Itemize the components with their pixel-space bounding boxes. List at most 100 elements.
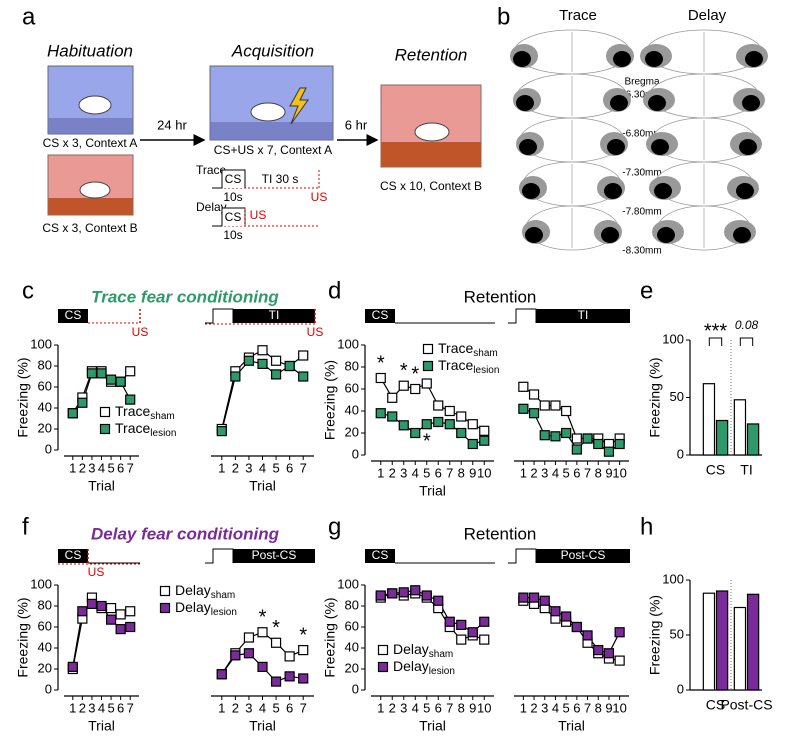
grid-floor: [210, 122, 333, 140]
legend-label: Delaylesion: [175, 599, 237, 618]
x-tick-label: 9: [605, 700, 612, 715]
x-tick-label: 3: [245, 460, 252, 475]
y-axis-label: Freezing (%): [647, 357, 663, 437]
cs-pulse: [212, 169, 246, 189]
bregma-level: -7.80mm: [622, 207, 661, 218]
data-point: [571, 433, 582, 444]
y-tick-label: 100: [30, 336, 52, 351]
cs-pulse: [508, 548, 537, 564]
significance-bracket: [739, 337, 754, 346]
x-tick-label: 10: [477, 465, 491, 480]
lesion-black: [736, 183, 754, 199]
x-tick-label: 7: [127, 460, 134, 475]
data-point: [77, 606, 88, 617]
data-point: [433, 400, 444, 411]
data-point: [582, 433, 593, 444]
x-tick-label: 5: [423, 700, 430, 715]
x-tick-label: 1: [520, 465, 527, 480]
x-tick-label: 1: [520, 700, 527, 715]
x-tick-label: 2: [389, 700, 396, 715]
grid-floor: [48, 118, 133, 134]
x-tick-label: 1: [218, 460, 225, 475]
data-point: [284, 651, 295, 662]
y-tick-label: 20: [38, 660, 52, 675]
data-point: [216, 669, 227, 680]
legend-swatch: [422, 343, 434, 355]
x-tick-label: 3: [541, 700, 548, 715]
data-point: [467, 627, 478, 638]
series-line: [380, 592, 485, 641]
cs-pulse: [205, 308, 234, 324]
y-tick-label: 100: [662, 571, 684, 586]
x-tick-label: 1: [377, 700, 384, 715]
cs-pulse: [205, 548, 234, 564]
legend-swatch: [99, 423, 111, 435]
legend-name: Delay: [175, 582, 211, 598]
legend-label: Tracelesion: [438, 357, 499, 376]
significance: 0.08: [735, 318, 759, 332]
x-axis-label: Trial: [249, 718, 276, 734]
lesion-black: [648, 95, 666, 111]
data-point: [257, 358, 268, 369]
data-point: [614, 627, 625, 638]
x-tick-label: 2: [389, 465, 396, 480]
y-tick-label: 100: [30, 576, 52, 591]
x-tick-label: 2: [232, 700, 239, 715]
data-point: [444, 616, 455, 627]
y-tick-label: 40: [345, 639, 359, 654]
lesion-black: [519, 139, 537, 155]
legend-label: Tracesham: [115, 403, 175, 422]
x-tick-label: 10: [612, 700, 626, 715]
caption: CS x 3, Context B: [42, 221, 137, 235]
bar: [746, 593, 760, 691]
lesion-black: [522, 183, 540, 199]
series-line: [523, 600, 620, 662]
legend-subscript: sham: [473, 348, 497, 359]
data-point: [284, 360, 295, 372]
data-point: [421, 590, 432, 601]
duration: 10s: [223, 228, 242, 242]
significance: ***: [704, 320, 728, 342]
legend-label: Delaylesion: [393, 658, 455, 677]
x-tick-label: 7: [446, 465, 453, 480]
y-tick-label: 20: [345, 660, 359, 675]
x-tick-label: 6: [117, 700, 124, 715]
data-point: [67, 408, 78, 419]
panel-label: g: [328, 513, 341, 540]
lesion-black: [525, 227, 543, 243]
lesion-black: [657, 227, 675, 243]
bregma-level: -6.30mm: [622, 90, 661, 101]
x-tick-label: 7: [446, 700, 453, 715]
y-tick-label: 0: [677, 446, 684, 461]
data-point: [257, 345, 268, 356]
x-tick-label: 5: [272, 700, 279, 715]
data-point: [243, 648, 255, 659]
legend-swatch: [159, 602, 171, 614]
x-tick-label: 1: [69, 700, 76, 715]
us-label: US: [132, 325, 149, 339]
data-point: [105, 374, 117, 385]
data-point: [398, 587, 409, 598]
panel-label: c: [22, 277, 34, 304]
y-tick-label: 100: [337, 336, 359, 351]
bar: [715, 419, 729, 456]
data-point: [398, 380, 409, 391]
x-tick-label: 6: [435, 465, 442, 480]
bar: [733, 606, 747, 691]
protocol-label: Trace: [196, 163, 227, 177]
data-point: [270, 637, 282, 648]
y-tick-label: 0: [677, 681, 684, 696]
group-label: Trace: [559, 7, 597, 24]
data-point: [243, 355, 255, 366]
y-axis-label: Freezing (%): [322, 360, 338, 440]
x-tick-label: 3: [541, 465, 548, 480]
data-point: [298, 371, 309, 382]
legend-subscript: lesion: [150, 428, 176, 439]
data-point: [67, 661, 78, 673]
data-point: [375, 408, 386, 419]
data-point: [270, 676, 282, 687]
stage-title: Acquisition: [231, 41, 314, 60]
data-point: [387, 392, 398, 403]
panel-label: e: [640, 277, 653, 304]
